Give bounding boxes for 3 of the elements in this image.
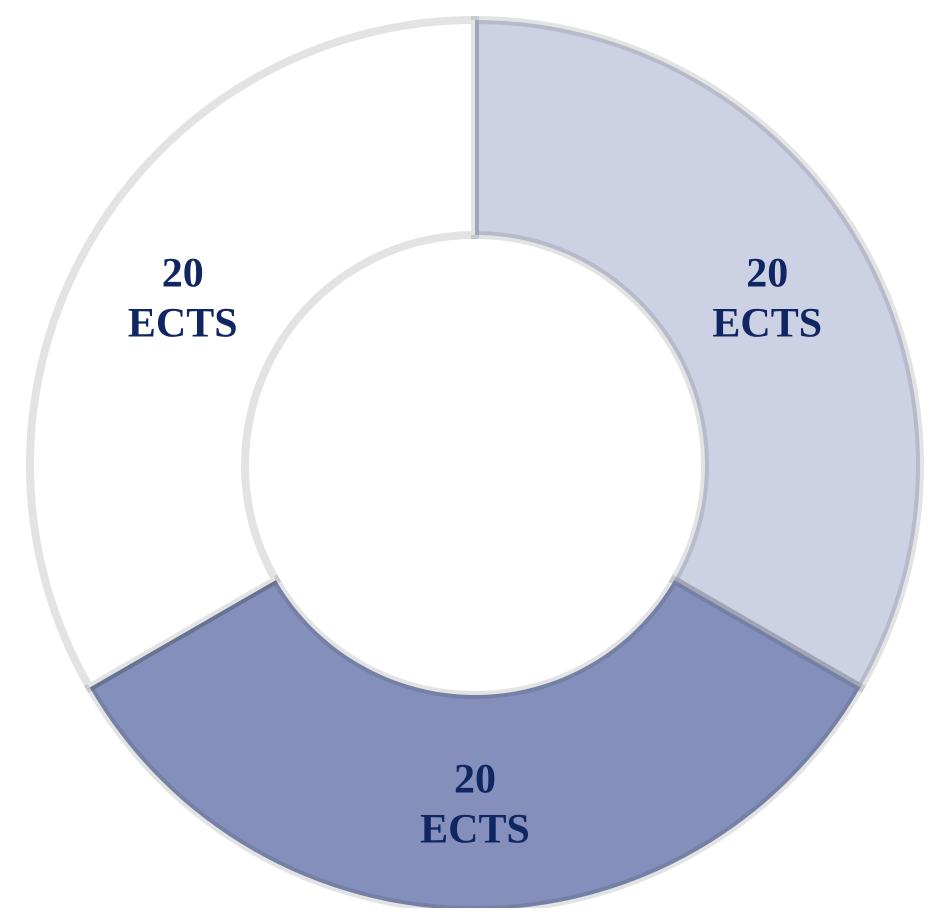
data-label: 20 ECTS (420, 756, 530, 852)
data-label: 20 ECTS (128, 250, 238, 346)
data-label: 20 ECTS (712, 250, 822, 346)
